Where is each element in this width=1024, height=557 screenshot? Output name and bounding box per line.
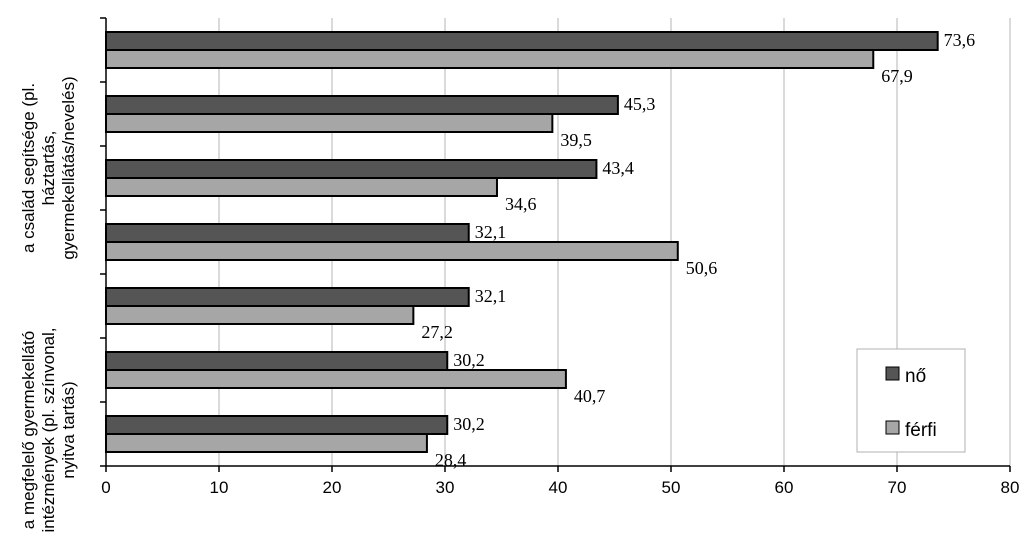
x-tick-label-20: 20 [323,478,342,497]
category-label-line: a család segítsége (pl. [19,83,38,253]
category-label-childcare: a megfelelő gyermekellátóintézmények (pl… [19,327,78,532]
x-tick-label-40: 40 [549,478,568,497]
bar-no-5 [105,351,449,371]
data-label-no-6: 30,2 [453,414,485,434]
data-label-no-4: 32,1 [475,286,507,306]
data-label-ferfi-0: 67,9 [881,66,913,86]
data-label-ferfi-2: 34,6 [505,194,536,214]
bar-no-6 [105,415,449,435]
bar-ferfi-3 [105,241,679,261]
bar-no-3 [105,223,470,243]
bar-ferfi-0 [105,49,875,69]
x-tick-label-60: 60 [775,478,794,497]
category-label-line: háztartás, [39,131,58,206]
bars [105,31,939,453]
data-label-ferfi-5: 40,7 [574,386,606,406]
data-labels: 73,6 67,9 45,3 39,5 43,4 34,6 32,1 50,6 32,1 27,2… [421,30,975,470]
x-tick-label-30: 30 [436,478,455,497]
legend-swatch-no [885,366,900,381]
bar-no-1 [105,95,619,115]
bar-ferfi-4 [105,305,415,325]
data-label-no-2: 43,4 [602,158,634,178]
category-label-line: gyermekellátás/nevelés) [59,76,78,259]
data-label-ferfi-1: 39,5 [560,130,592,150]
x-tick-label-80: 80 [1001,478,1020,497]
category-label-line: a megfelelő gyermekellátó [19,331,38,529]
data-label-ferfi-6: 28,4 [435,450,467,470]
bar-ferfi-2 [105,177,498,197]
legend-swatch-ferfi [885,420,900,435]
bar-no-2 [105,159,598,179]
legend-label-ferfi: férfi [905,420,937,441]
bar-ferfi-6 [105,433,428,453]
axes [100,17,1011,472]
category-label-line: nyitva tartás) [59,381,78,478]
bar-ferfi-1 [105,113,554,133]
data-label-ferfi-4: 27,2 [421,322,453,342]
x-tick-label-50: 50 [662,478,681,497]
data-label-no-3: 32,1 [475,222,507,242]
data-label-ferfi-3: 50,6 [686,258,718,278]
category-label-line: intézmények (pl. színvonal, [39,327,58,532]
x-tick-label-0: 0 [101,478,110,497]
legend-label-no: nő [905,366,926,387]
data-label-no-1: 45,3 [624,94,656,114]
bar-ferfi-5 [105,369,567,389]
legend-box [856,348,966,453]
legend: nő férfi [856,348,966,453]
x-tick-labels: 0 10 20 30 40 50 60 70 80 [101,478,1019,497]
x-tick-label-10: 10 [210,478,229,497]
data-label-no-0: 73,6 [944,30,976,50]
bar-no-4 [105,287,470,307]
x-tick-label-70: 70 [888,478,907,497]
data-label-no-5: 30,2 [453,350,485,370]
bar-no-0 [105,31,939,51]
category-label-family-help: a család segítsége (pl.háztartás,gyermek… [19,76,78,259]
